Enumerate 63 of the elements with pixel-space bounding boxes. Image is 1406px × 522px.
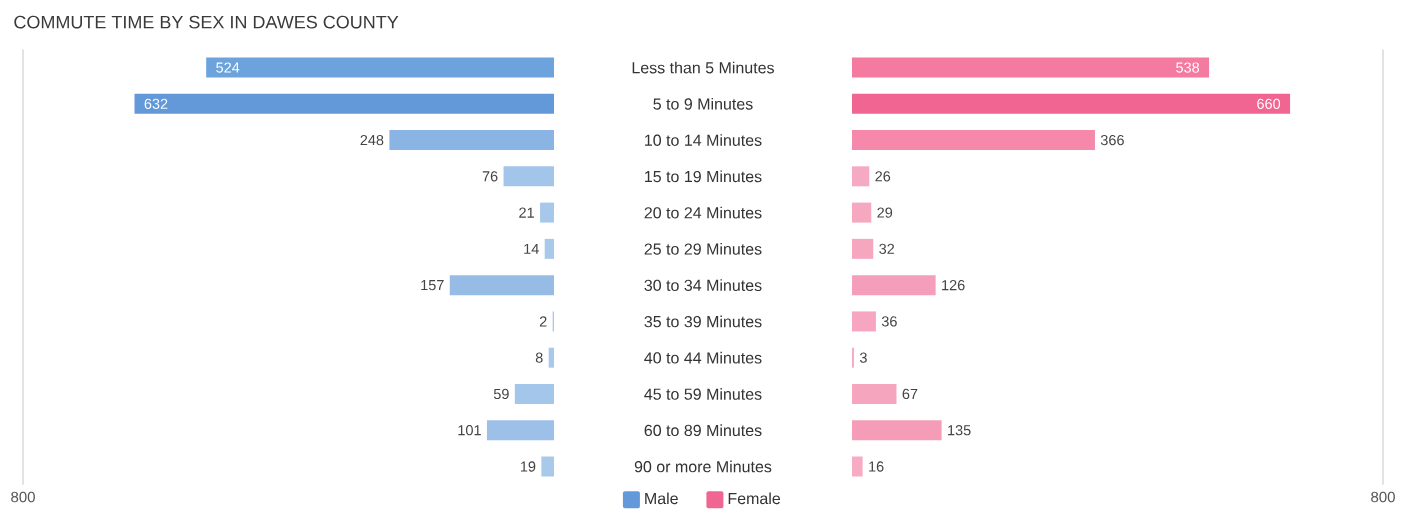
bar (541, 456, 554, 477)
bar (852, 93, 1291, 114)
bar (544, 238, 554, 259)
data-label: 632 (144, 98, 168, 109)
y-tick-label: 20 to 24 Minutes (644, 206, 762, 219)
chart-title: COMMUTE TIME BY SEX IN DAWES COUNTY (14, 15, 399, 29)
data-label: 29 (877, 207, 893, 218)
y-tick-label: 10 to 14 Minutes (645, 134, 762, 146)
data-label: 524 (216, 62, 240, 73)
bar (134, 93, 554, 114)
bar (548, 347, 554, 368)
bar (852, 456, 863, 477)
data-label: 67 (902, 388, 918, 400)
data-label: 101 (458, 425, 481, 436)
data-label: 366 (1100, 134, 1124, 146)
y-tick-label: 30 to 34 Minutes (644, 279, 762, 292)
y-tick-label: 25 to 29 Minutes (644, 242, 762, 255)
bar (389, 130, 554, 151)
bar (852, 311, 876, 332)
bar (852, 347, 855, 368)
bar (449, 275, 554, 296)
data-label: 16 (869, 461, 884, 472)
y-tick-label: 45 to 59 Minutes (644, 388, 762, 400)
bar (852, 238, 874, 259)
bar (852, 202, 872, 223)
data-label: 19 (520, 461, 536, 472)
data-label: 32 (879, 243, 895, 255)
data-label: 248 (360, 134, 384, 146)
y-tick-label: 15 to 19 Minutes (645, 170, 762, 183)
bar (852, 130, 1095, 151)
bar (540, 202, 554, 223)
data-label: 135 (948, 425, 971, 436)
y-tick-label: 60 to 89 Minutes (644, 424, 762, 437)
data-label: 59 (493, 388, 509, 400)
data-label: 2 (539, 316, 547, 327)
y-tick-label: 40 to 44 Minutes (644, 351, 762, 364)
data-label: 21 (519, 207, 534, 218)
bar (852, 420, 942, 441)
data-label: 14 (524, 243, 539, 254)
y-tick-label: Less than 5 Minutes (632, 61, 774, 74)
y-tick-label: 90 or more Minutes (634, 460, 772, 473)
data-label: 157 (421, 280, 444, 291)
bar (486, 420, 554, 441)
bar (503, 166, 554, 187)
bar (852, 166, 870, 187)
data-label: 660 (1257, 98, 1281, 109)
bar (852, 383, 897, 404)
y-tick-label: 5 to 9 Minutes (653, 97, 753, 110)
data-label: 76 (482, 171, 498, 182)
y-tick-label: 35 to 39 Minutes (644, 315, 762, 328)
data-label: 538 (1176, 62, 1200, 73)
bar (852, 57, 1210, 78)
data-label: 26 (875, 171, 891, 182)
legend-label: Male (645, 492, 678, 505)
bar (514, 383, 554, 404)
bar (852, 275, 936, 296)
x-tick-label: 800 (11, 491, 35, 503)
data-label: 36 (881, 316, 897, 327)
data-label: 3 (859, 352, 867, 363)
x-tick-label: 800 (1371, 491, 1395, 503)
bar (206, 57, 554, 78)
data-label: 126 (942, 280, 965, 291)
data-label: 8 (535, 352, 543, 363)
